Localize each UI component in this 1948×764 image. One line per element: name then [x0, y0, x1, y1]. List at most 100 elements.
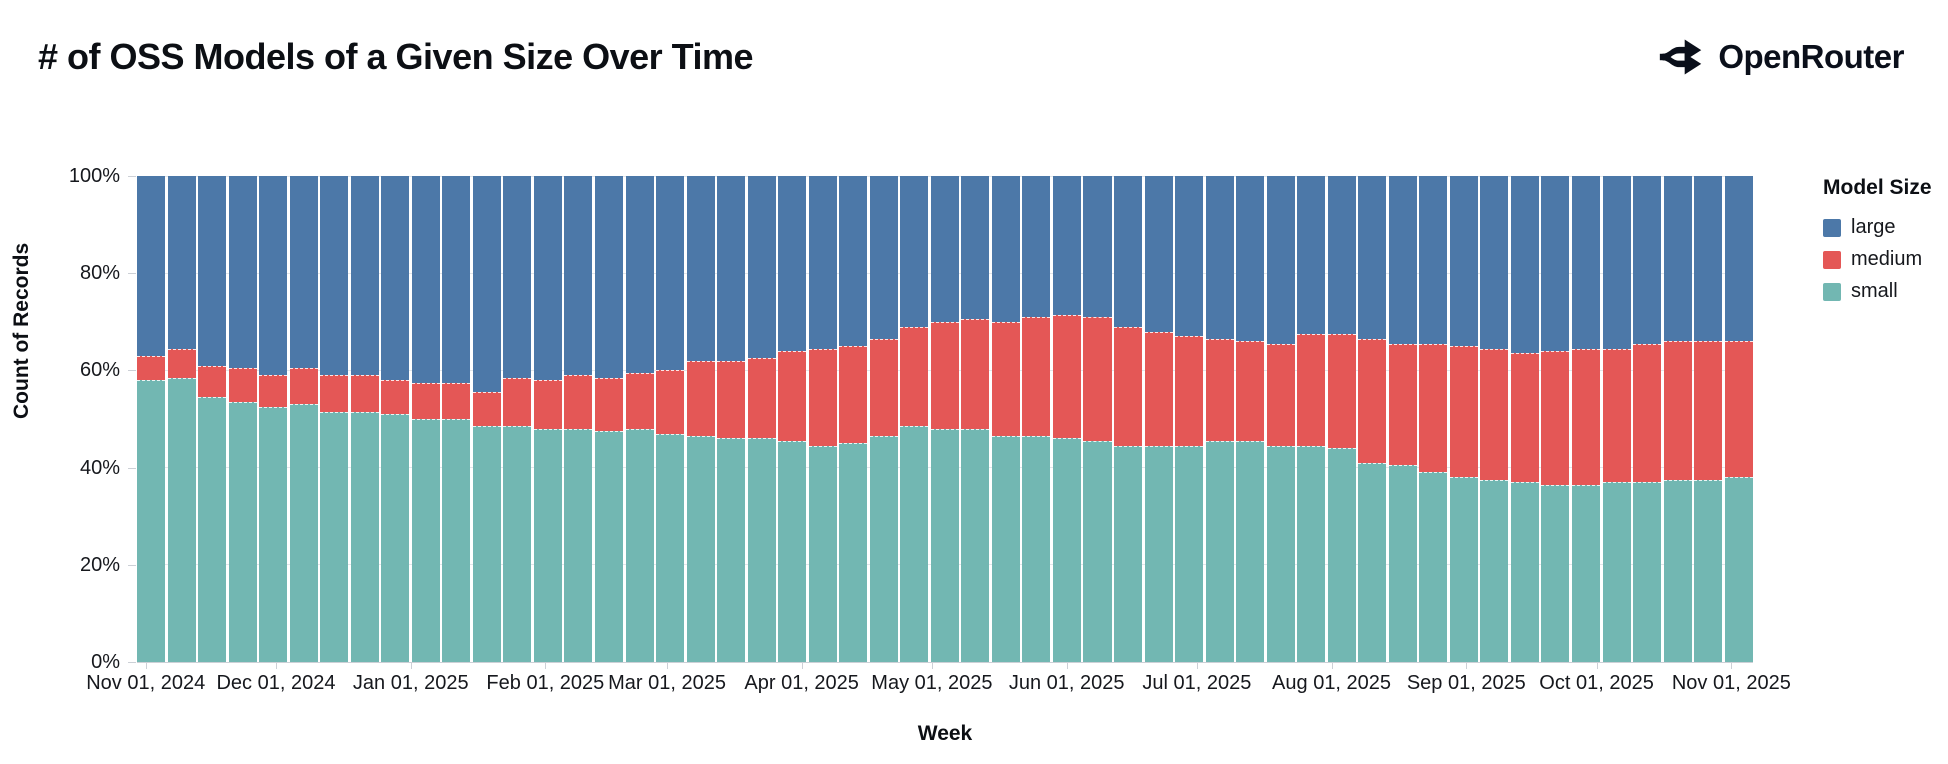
bar-segment-large[interactable]	[228, 176, 257, 368]
bar-segment-medium[interactable]	[1083, 316, 1112, 441]
bar-segment-small[interactable]	[1449, 477, 1478, 662]
bar-segment-medium[interactable]	[1358, 338, 1387, 463]
bar-segment-small[interactable]	[1419, 472, 1448, 662]
bar-segment-small[interactable]	[1052, 438, 1081, 662]
bar-segment-large[interactable]	[1144, 176, 1173, 332]
bar-segment-small[interactable]	[289, 404, 318, 662]
bar-segment-small[interactable]	[259, 406, 288, 662]
bar-week-2024-12-30[interactable]	[411, 176, 440, 662]
bar-segment-large[interactable]	[1449, 176, 1478, 347]
bar-segment-large[interactable]	[1297, 176, 1326, 334]
bar-segment-medium[interactable]	[228, 367, 257, 402]
bar-segment-medium[interactable]	[411, 382, 440, 419]
bar-week-2025-04-28[interactable]	[930, 176, 959, 662]
bar-segment-medium[interactable]	[259, 375, 288, 407]
bar-segment-medium[interactable]	[625, 372, 654, 429]
bar-segment-large[interactable]	[778, 176, 807, 351]
bar-segment-large[interactable]	[1358, 176, 1387, 339]
bar-segment-small[interactable]	[167, 377, 196, 662]
bar-week-2024-12-16[interactable]	[350, 176, 379, 662]
bar-week-2025-02-24[interactable]	[656, 176, 685, 662]
bar-segment-large[interactable]	[625, 176, 654, 373]
bar-segment-small[interactable]	[1114, 445, 1143, 662]
bar-segment-medium[interactable]	[747, 358, 776, 439]
bar-week-2025-04-21[interactable]	[900, 176, 929, 662]
bar-segment-medium[interactable]	[594, 377, 623, 432]
bar-segment-large[interactable]	[1236, 176, 1265, 342]
bar-week-2025-08-25[interactable]	[1449, 176, 1478, 662]
bar-segment-small[interactable]	[1541, 484, 1570, 662]
bar-segment-medium[interactable]	[167, 348, 196, 378]
bar-segment-small[interactable]	[1327, 448, 1356, 662]
bar-week-2024-10-28[interactable]	[137, 176, 166, 662]
bar-segment-medium[interactable]	[961, 319, 990, 429]
bar-segment-medium[interactable]	[1449, 346, 1478, 478]
bar-segment-small[interactable]	[1510, 482, 1539, 662]
bar-segment-small[interactable]	[350, 411, 379, 662]
bar-segment-small[interactable]	[1266, 445, 1295, 662]
bar-segment-large[interactable]	[564, 176, 593, 376]
bar-week-2024-11-11[interactable]	[198, 176, 227, 662]
bar-week-2025-05-05[interactable]	[961, 176, 990, 662]
bar-segment-large[interactable]	[1022, 176, 1051, 317]
bar-segment-medium[interactable]	[778, 350, 807, 441]
bar-segment-large[interactable]	[472, 176, 501, 393]
bar-segment-small[interactable]	[778, 440, 807, 662]
bar-segment-medium[interactable]	[1602, 348, 1631, 483]
bar-segment-large[interactable]	[717, 176, 746, 361]
bar-week-2025-05-26[interactable]	[1052, 176, 1081, 662]
bar-segment-medium[interactable]	[1175, 336, 1204, 446]
bar-segment-small[interactable]	[1724, 477, 1753, 662]
bar-segment-small[interactable]	[411, 418, 440, 662]
bar-segment-small[interactable]	[198, 397, 227, 662]
bar-week-2025-05-12[interactable]	[991, 176, 1020, 662]
bar-segment-small[interactable]	[1388, 465, 1417, 662]
bar-week-2025-05-19[interactable]	[1022, 176, 1051, 662]
bar-week-2024-11-18[interactable]	[228, 176, 257, 662]
bar-segment-small[interactable]	[686, 436, 715, 662]
bar-week-2025-03-10[interactable]	[717, 176, 746, 662]
bar-segment-large[interactable]	[808, 176, 837, 349]
bar-segment-large[interactable]	[686, 176, 715, 361]
bar-week-2024-11-04[interactable]	[167, 176, 196, 662]
bar-segment-large[interactable]	[594, 176, 623, 378]
bar-segment-large[interactable]	[991, 176, 1020, 322]
bar-segment-small[interactable]	[1297, 445, 1326, 662]
bar-week-2025-02-03[interactable]	[564, 176, 593, 662]
bar-segment-large[interactable]	[1663, 176, 1692, 342]
bar-segment-large[interactable]	[1602, 176, 1631, 349]
bar-segment-small[interactable]	[564, 428, 593, 662]
bar-segment-small[interactable]	[1602, 482, 1631, 662]
bar-week-2024-11-25[interactable]	[259, 176, 288, 662]
bar-segment-medium[interactable]	[198, 365, 227, 398]
bar-segment-large[interactable]	[442, 176, 471, 383]
bar-segment-large[interactable]	[1327, 176, 1356, 334]
bar-segment-large[interactable]	[198, 176, 227, 366]
bar-segment-small[interactable]	[839, 443, 868, 662]
bar-segment-large[interactable]	[1480, 176, 1509, 349]
bar-segment-medium[interactable]	[1633, 343, 1662, 483]
bar-segment-medium[interactable]	[839, 346, 868, 444]
bar-segment-large[interactable]	[1266, 176, 1295, 344]
bar-segment-small[interactable]	[747, 438, 776, 662]
bar-week-2024-12-23[interactable]	[381, 176, 410, 662]
bar-segment-large[interactable]	[167, 176, 196, 349]
bar-week-2025-06-02[interactable]	[1083, 176, 1112, 662]
bar-segment-large[interactable]	[1114, 176, 1143, 327]
bar-segment-large[interactable]	[289, 176, 318, 368]
bar-segment-small[interactable]	[1205, 440, 1234, 662]
bar-segment-large[interactable]	[1541, 176, 1570, 351]
bar-segment-small[interactable]	[1694, 479, 1723, 662]
bar-week-2025-10-27[interactable]	[1724, 176, 1753, 662]
bar-segment-small[interactable]	[1480, 479, 1509, 662]
bar-week-2025-03-03[interactable]	[686, 176, 715, 662]
bar-segment-large[interactable]	[137, 176, 166, 356]
bar-segment-large[interactable]	[533, 176, 562, 381]
bar-segment-medium[interactable]	[991, 321, 1020, 436]
bar-week-2025-03-31[interactable]	[808, 176, 837, 662]
bar-week-2025-09-22[interactable]	[1571, 176, 1600, 662]
bar-segment-medium[interactable]	[472, 392, 501, 427]
bar-segment-large[interactable]	[656, 176, 685, 371]
bar-segment-large[interactable]	[503, 176, 532, 378]
bar-week-2025-06-30[interactable]	[1205, 176, 1234, 662]
